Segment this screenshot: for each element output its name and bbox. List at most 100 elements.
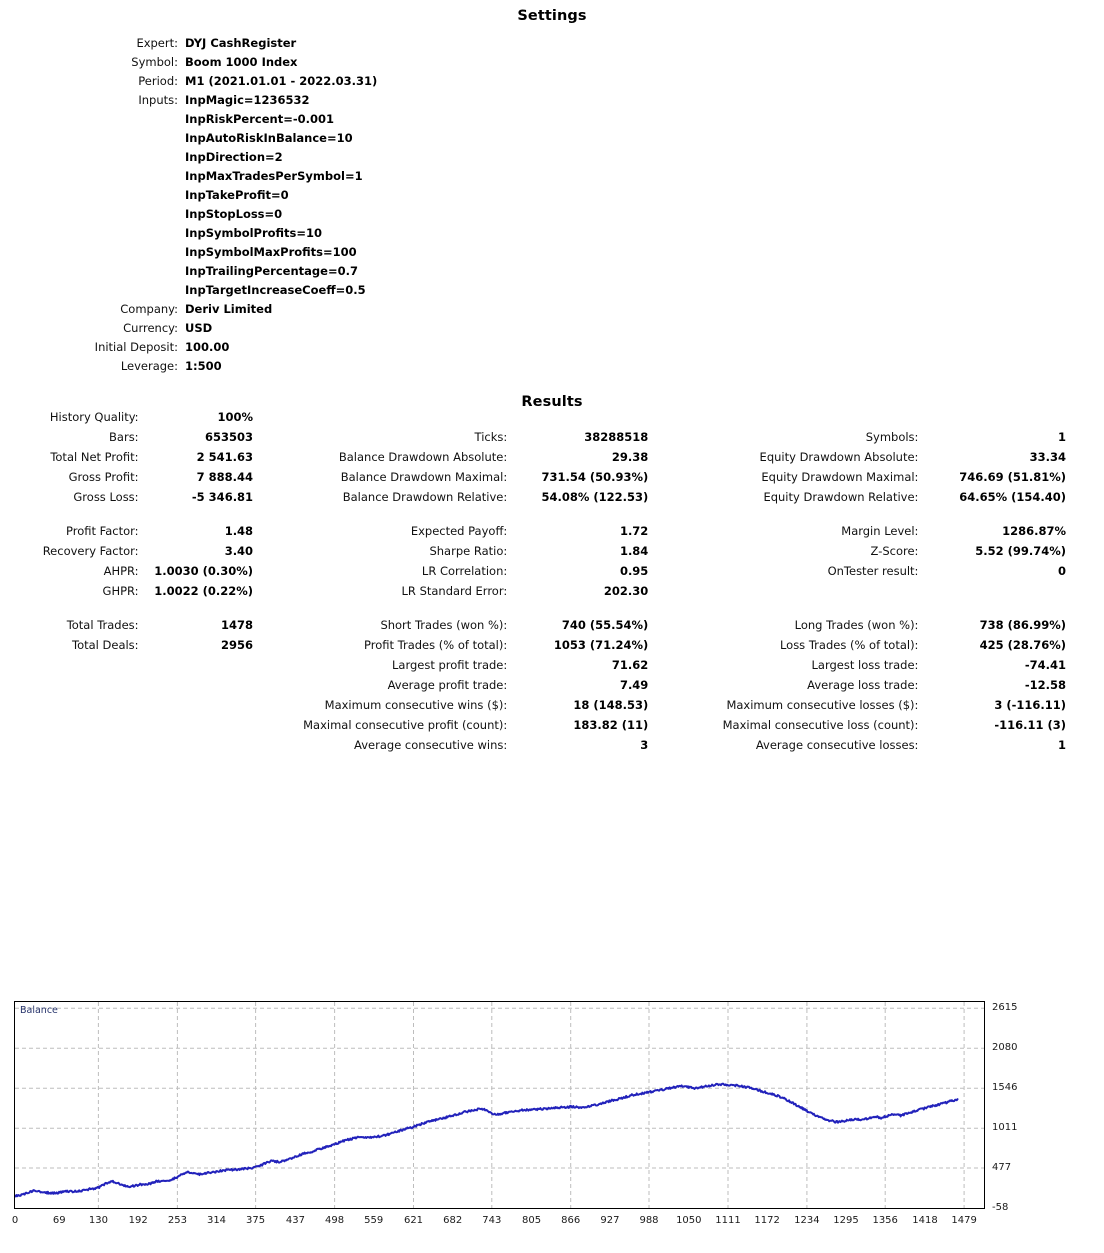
x-axis-tick-label: 743 bbox=[482, 1215, 502, 1226]
results-cell-label: Equity Drawdown Absolute: bbox=[759, 450, 919, 464]
results-cell-value: 738 (86.99%) bbox=[979, 618, 1066, 632]
results-table: History Quality: 100% Bars: 653503 Ticks: 382… bbox=[0, 410, 1104, 758]
results-cell-value: 746.69 (51.81%) bbox=[959, 470, 1066, 484]
results-cell-label bbox=[668, 584, 925, 604]
settings-row-value: InpAutoRiskInBalance=10 bbox=[185, 131, 353, 145]
results-row: Recovery Factor: 3.40 Sharpe Ratio: 1.84 Z-S… bbox=[0, 544, 1104, 564]
settings-row: InpSymbolMaxProfits=100 bbox=[0, 245, 377, 264]
results-cell-value: 3 bbox=[640, 738, 649, 752]
y-axis-tick-label: 2615 bbox=[992, 1002, 1018, 1014]
results-group-spacer bbox=[0, 604, 1104, 618]
results-cell-value: 0.95 bbox=[619, 564, 649, 578]
settings-row-value: InpSymbolMaxProfits=100 bbox=[185, 245, 357, 259]
results-cell-value: 54.08% (122.53) bbox=[541, 490, 649, 504]
settings-row: InpDirection=2 bbox=[0, 150, 377, 169]
y-axis-tick-label: 477 bbox=[992, 1162, 1012, 1173]
results-cell-label: Equity Drawdown Relative: bbox=[763, 490, 919, 504]
results-cell-label bbox=[0, 698, 146, 718]
results-row: Largest profit trade: 71.62 Largest loss t… bbox=[0, 658, 1104, 678]
settings-table: Expert: DYJ CashRegister Symbol: Boom 1000 … bbox=[0, 36, 378, 378]
results-cell-value: 1.72 bbox=[619, 524, 649, 538]
results-cell-value: 100% bbox=[217, 410, 254, 424]
x-axis-tick-label: 927 bbox=[600, 1215, 620, 1226]
results-cell-value: 33.34 bbox=[1029, 450, 1066, 464]
results-cell-label: Equity Drawdown Maximal: bbox=[761, 470, 919, 484]
settings-row: Period: M1 (2021.01.01 - 2022.03.31) bbox=[0, 74, 377, 93]
settings-row-value: InpDirection=2 bbox=[185, 150, 283, 164]
settings-row: InpSymbolProfits=10 bbox=[0, 226, 377, 245]
results-cell-value: 18 (148.53) bbox=[573, 698, 649, 712]
results-cell-value bbox=[146, 718, 274, 738]
settings-row-value: InpRiskPercent=-0.001 bbox=[185, 112, 334, 126]
results-cell-label: Profit Factor: bbox=[66, 524, 139, 538]
results-cell-label: Gross Profit: bbox=[68, 470, 139, 484]
results-cell-label bbox=[668, 410, 925, 430]
results-row: Average consecutive wins: 3 Average consec… bbox=[0, 738, 1104, 758]
results-cell-label: Balance Drawdown Maximal: bbox=[340, 470, 508, 484]
results-cell-value: 38288518 bbox=[584, 430, 649, 444]
results-row: Gross Profit: 7 888.44 Balance Drawdown Ma… bbox=[0, 470, 1104, 490]
results-cell-label: Ticks: bbox=[474, 430, 508, 444]
settings-row-value: Boom 1000 Index bbox=[185, 55, 298, 69]
settings-row-label bbox=[0, 264, 185, 283]
settings-row-label: Period: bbox=[138, 74, 178, 88]
results-cell-value: 5.52 (99.74%) bbox=[975, 544, 1066, 558]
settings-row-label: Company: bbox=[120, 302, 178, 316]
results-cell-value: 1.0022 (0.22%) bbox=[154, 584, 254, 598]
x-axis-tick-label: 192 bbox=[128, 1215, 148, 1226]
results-cell-label: Average consecutive wins: bbox=[354, 738, 508, 752]
settings-row-label bbox=[0, 207, 185, 226]
settings-row: InpTakeProfit=0 bbox=[0, 188, 377, 207]
settings-row: InpMaxTradesPerSymbol=1 bbox=[0, 169, 377, 188]
results-group-spacer bbox=[0, 510, 1104, 524]
settings-row: InpRiskPercent=-0.001 bbox=[0, 112, 377, 131]
x-axis-tick-label: 498 bbox=[325, 1215, 345, 1226]
settings-row: Symbol: Boom 1000 Index bbox=[0, 55, 377, 74]
results-row: GHPR: 1.0022 (0.22%) LR Standard Error: 202… bbox=[0, 584, 1104, 604]
settings-row-label: Currency: bbox=[123, 321, 178, 335]
x-axis-tick-label: 437 bbox=[285, 1215, 305, 1226]
x-axis-tick-label: 375 bbox=[246, 1215, 266, 1226]
x-axis-tick-label: 559 bbox=[364, 1215, 384, 1226]
results-row: AHPR: 1.0030 (0.30%) LR Correlation: 0.95 On… bbox=[0, 564, 1104, 584]
results-cell-value: -116.11 (3) bbox=[994, 718, 1066, 732]
results-cell-value: 1286.87% bbox=[1002, 524, 1066, 538]
results-cell-label: Profit Trades (% of total): bbox=[363, 638, 508, 652]
results-cell-label: Maximum consecutive losses ($): bbox=[726, 698, 919, 712]
results-cell-label: Total Deals: bbox=[72, 638, 139, 652]
settings-row-label bbox=[0, 150, 185, 169]
settings-row: Leverage: 1:500 bbox=[0, 359, 377, 378]
results-cell-label: Symbols: bbox=[865, 430, 919, 444]
results-cell-label: Expected Payoff: bbox=[410, 524, 508, 538]
results-row: Total Trades: 1478 Short Trades (won %): 74… bbox=[0, 618, 1104, 638]
results-cell-label bbox=[0, 678, 146, 698]
results-cell-label bbox=[273, 410, 514, 430]
settings-row: InpTrailingPercentage=0.7 bbox=[0, 264, 377, 283]
results-cell-label: Largest loss trade: bbox=[811, 658, 919, 672]
settings-row: Currency: USD bbox=[0, 321, 377, 340]
settings-row-value: 100.00 bbox=[185, 340, 230, 354]
settings-row-label bbox=[0, 169, 185, 188]
settings-row: InpAutoRiskInBalance=10 bbox=[0, 131, 377, 150]
x-axis-tick-label: 1111 bbox=[715, 1215, 741, 1226]
x-axis-tick-label: 0 bbox=[11, 1215, 19, 1226]
results-cell-label bbox=[0, 658, 146, 678]
results-cell-value: -5 346.81 bbox=[191, 490, 254, 504]
results-cell-label: Recovery Factor: bbox=[42, 544, 139, 558]
results-cell-value bbox=[146, 678, 274, 698]
results-cell-value: 1053 (71.24%) bbox=[553, 638, 649, 652]
results-cell-value: 2 541.63 bbox=[196, 450, 254, 464]
results-cell-value: 425 (28.76%) bbox=[979, 638, 1066, 652]
results-cell-value: 1 bbox=[1057, 430, 1066, 444]
x-axis-tick-label: 682 bbox=[443, 1215, 463, 1226]
results-cell-value: 653503 bbox=[205, 430, 254, 444]
results-cell-label: AHPR: bbox=[103, 564, 139, 578]
settings-row-value: InpMaxTradesPerSymbol=1 bbox=[185, 169, 363, 183]
results-cell-value: 29.38 bbox=[611, 450, 649, 464]
results-cell-value bbox=[146, 658, 274, 678]
results-row: Bars: 653503 Ticks: 38288518 Symbols: 1 bbox=[0, 430, 1104, 450]
results-cell-label: Largest profit trade: bbox=[391, 658, 508, 672]
results-cell-value: 71.62 bbox=[611, 658, 649, 672]
results-cell-label: Average profit trade: bbox=[387, 678, 508, 692]
settings-row-label: Inputs: bbox=[138, 93, 178, 107]
